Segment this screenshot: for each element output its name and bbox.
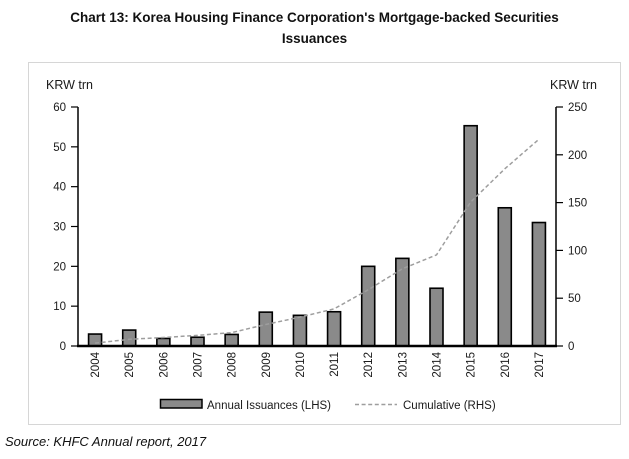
left-axis-unit-label: KRW trn [46,78,93,92]
right-axis-tick-label: 50 [568,293,581,305]
legend-line-label: Cumulative (RHS) [403,400,496,412]
chart-title-line2: Issuances [281,31,348,46]
bar-2009 [258,311,274,347]
x-axis-label-2004: 2004 [90,351,102,377]
bar-2014 [429,287,444,347]
cumulative-line [94,138,540,344]
right-axis-tick-label: 250 [568,102,587,114]
chart-canvas: KRW trn KRW trn 0 10 20 30 40 50 60 0 50 100 150 200 2… [46,78,597,412]
bar-2004 [87,333,103,347]
x-axis-label-2008: 2008 [227,352,239,378]
legend-bar-swatch [159,398,203,409]
chart-area: KRW trn KRW trn 0 10 20 30 40 50 60 0 50 100 150 200 2… [28,62,621,425]
bar-2013 [395,257,410,347]
x-axis-label-2009: 2009 [261,352,273,378]
x-axis-label-2013: 2013 [397,352,409,378]
left-axis-tick-label: 60 [53,102,66,114]
right-axis-tick-label: 150 [568,198,587,210]
x-axis-label-2014: 2014 [432,351,444,377]
x-axis-label-2005: 2005 [124,352,136,378]
left-axis-tick-label: 50 [53,142,66,154]
bar-2005 [121,329,137,347]
x-axis-label-2011: 2011 [329,352,341,377]
bar-2017 [531,221,547,347]
bar-2012 [360,265,376,347]
x-axis-label-2006: 2006 [158,352,170,378]
bar-2008 [224,333,239,347]
x-axis-label-2010: 2010 [295,352,307,378]
left-axis-tick-label: 30 [53,222,66,234]
right-axis-tick-label: 200 [568,150,587,162]
bar-2016 [497,206,513,347]
left-axis-tick-label: 40 [53,182,66,194]
legend-bar-label: Annual Issuances (LHS) [207,400,331,412]
right-axis-tick-label: 100 [568,245,587,257]
bar-2007 [190,336,205,347]
bar-2015 [463,124,478,347]
chart-title: Chart 13: Korea Housing Finance Corporat… [0,7,629,49]
source-note: Source: KHFC Annual report, 2017 [5,434,207,449]
right-axis-unit-label: KRW trn [550,78,597,92]
x-axis-label-2015: 2015 [466,352,478,378]
x-axis-label-2016: 2016 [500,352,512,378]
bar-2010 [292,314,308,347]
right-axis-tick-label: 0 [568,341,574,353]
x-axis-label-2017: 2017 [534,352,546,378]
x-axis-label-2007: 2007 [193,352,205,378]
left-axis-tick-label: 10 [53,301,66,313]
bar-2011 [326,310,342,347]
x-axis-label-2012: 2012 [363,352,375,378]
left-axis-tick-label: 20 [53,261,66,273]
left-axis-tick-label: 0 [60,341,66,353]
chart-title-line1: Chart 13: Korea Housing Finance Corporat… [70,10,559,25]
